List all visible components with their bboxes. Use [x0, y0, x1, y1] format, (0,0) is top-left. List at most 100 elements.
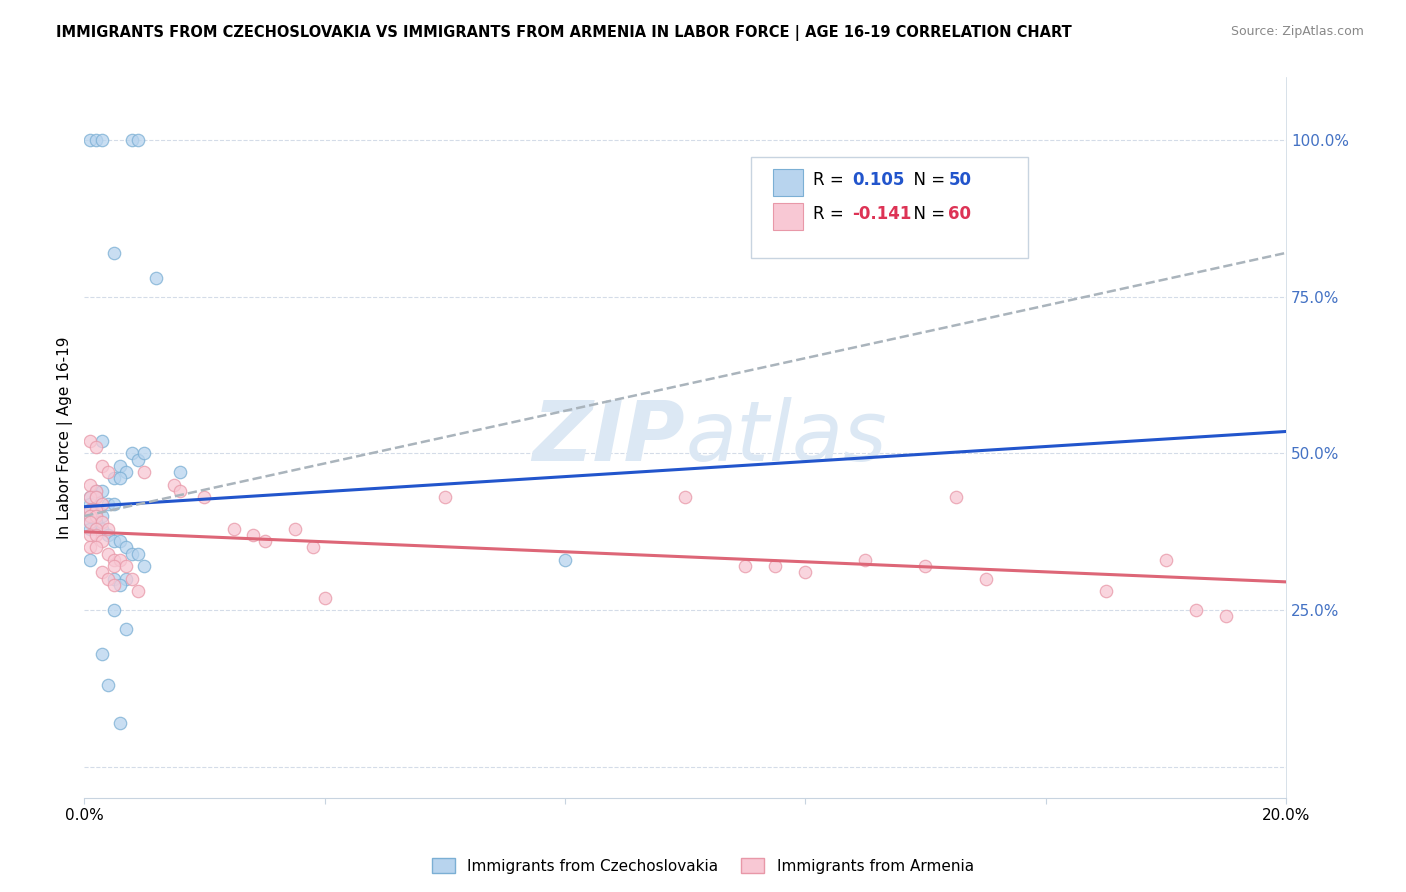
Point — [110, 715, 132, 730]
Point — [127, 584, 149, 599]
Point — [79, 553, 101, 567]
Point — [84, 509, 107, 524]
Point — [79, 509, 101, 524]
Point — [763, 559, 786, 574]
Point — [91, 434, 114, 448]
Point — [97, 465, 120, 479]
Text: 60: 60 — [948, 204, 972, 223]
Point — [115, 559, 138, 574]
Point — [84, 483, 107, 498]
Point — [79, 541, 101, 555]
Point — [79, 490, 101, 504]
Point — [84, 503, 107, 517]
Point — [110, 458, 132, 473]
Point — [91, 458, 114, 473]
Point — [97, 572, 120, 586]
Text: 0.105: 0.105 — [852, 170, 904, 189]
Point — [79, 528, 101, 542]
Point — [79, 503, 101, 517]
Y-axis label: In Labor Force | Age 16-19: In Labor Force | Age 16-19 — [58, 336, 73, 539]
Point — [301, 541, 323, 555]
Point — [84, 490, 107, 504]
FancyBboxPatch shape — [773, 202, 803, 230]
Text: R =: R = — [813, 204, 848, 223]
Point — [110, 534, 132, 549]
Point — [97, 522, 120, 536]
Point — [110, 471, 132, 485]
Point — [91, 133, 114, 147]
Point — [169, 483, 191, 498]
Point — [79, 522, 101, 536]
Point — [945, 490, 967, 504]
Point — [134, 465, 156, 479]
Point — [127, 452, 149, 467]
Point — [91, 497, 114, 511]
Point — [193, 490, 215, 504]
Point — [284, 522, 307, 536]
Point — [91, 534, 114, 549]
Point — [242, 528, 264, 542]
Point — [1154, 553, 1177, 567]
Point — [103, 246, 125, 260]
Point — [224, 522, 246, 536]
Point — [115, 465, 138, 479]
Point — [1094, 584, 1116, 599]
Point — [103, 603, 125, 617]
Point — [97, 497, 120, 511]
Point — [127, 547, 149, 561]
Point — [84, 516, 107, 530]
Point — [253, 534, 276, 549]
Point — [97, 528, 120, 542]
Point — [974, 572, 997, 586]
Point — [91, 522, 114, 536]
Point — [97, 547, 120, 561]
Point — [734, 559, 756, 574]
Point — [79, 509, 101, 524]
Text: Source: ZipAtlas.com: Source: ZipAtlas.com — [1230, 25, 1364, 38]
Point — [115, 541, 138, 555]
Point — [84, 528, 107, 542]
Point — [91, 647, 114, 661]
Text: N =: N = — [903, 204, 950, 223]
Point — [121, 547, 143, 561]
Point — [84, 483, 107, 498]
Point — [314, 591, 336, 605]
Text: 50: 50 — [948, 170, 972, 189]
Point — [84, 440, 107, 454]
Point — [91, 509, 114, 524]
Point — [97, 678, 120, 692]
Point — [115, 572, 138, 586]
Point — [554, 553, 576, 567]
Text: IMMIGRANTS FROM CZECHOSLOVAKIA VS IMMIGRANTS FROM ARMENIA IN LABOR FORCE | AGE 1: IMMIGRANTS FROM CZECHOSLOVAKIA VS IMMIGR… — [56, 25, 1071, 41]
FancyBboxPatch shape — [751, 157, 1028, 258]
Text: ZIP: ZIP — [533, 397, 685, 478]
Point — [110, 553, 132, 567]
Point — [79, 516, 101, 530]
Text: atlas: atlas — [685, 397, 887, 478]
Point — [110, 578, 132, 592]
Point — [84, 503, 107, 517]
Point — [79, 497, 101, 511]
Point — [121, 133, 143, 147]
Point — [103, 534, 125, 549]
Point — [79, 133, 101, 147]
Point — [1215, 609, 1237, 624]
Text: -0.141: -0.141 — [852, 204, 911, 223]
Point — [121, 446, 143, 460]
Point — [91, 516, 114, 530]
Point — [91, 566, 114, 580]
Point — [103, 553, 125, 567]
Point — [103, 497, 125, 511]
Point — [914, 559, 936, 574]
FancyBboxPatch shape — [773, 169, 803, 196]
Point — [79, 503, 101, 517]
Legend: Immigrants from Czechoslovakia, Immigrants from Armenia: Immigrants from Czechoslovakia, Immigran… — [426, 852, 980, 880]
Point — [103, 559, 125, 574]
Point — [79, 434, 101, 448]
Point — [103, 471, 125, 485]
Point — [169, 465, 191, 479]
Point — [134, 446, 156, 460]
Point — [84, 541, 107, 555]
Point — [145, 271, 167, 285]
Point — [84, 522, 107, 536]
